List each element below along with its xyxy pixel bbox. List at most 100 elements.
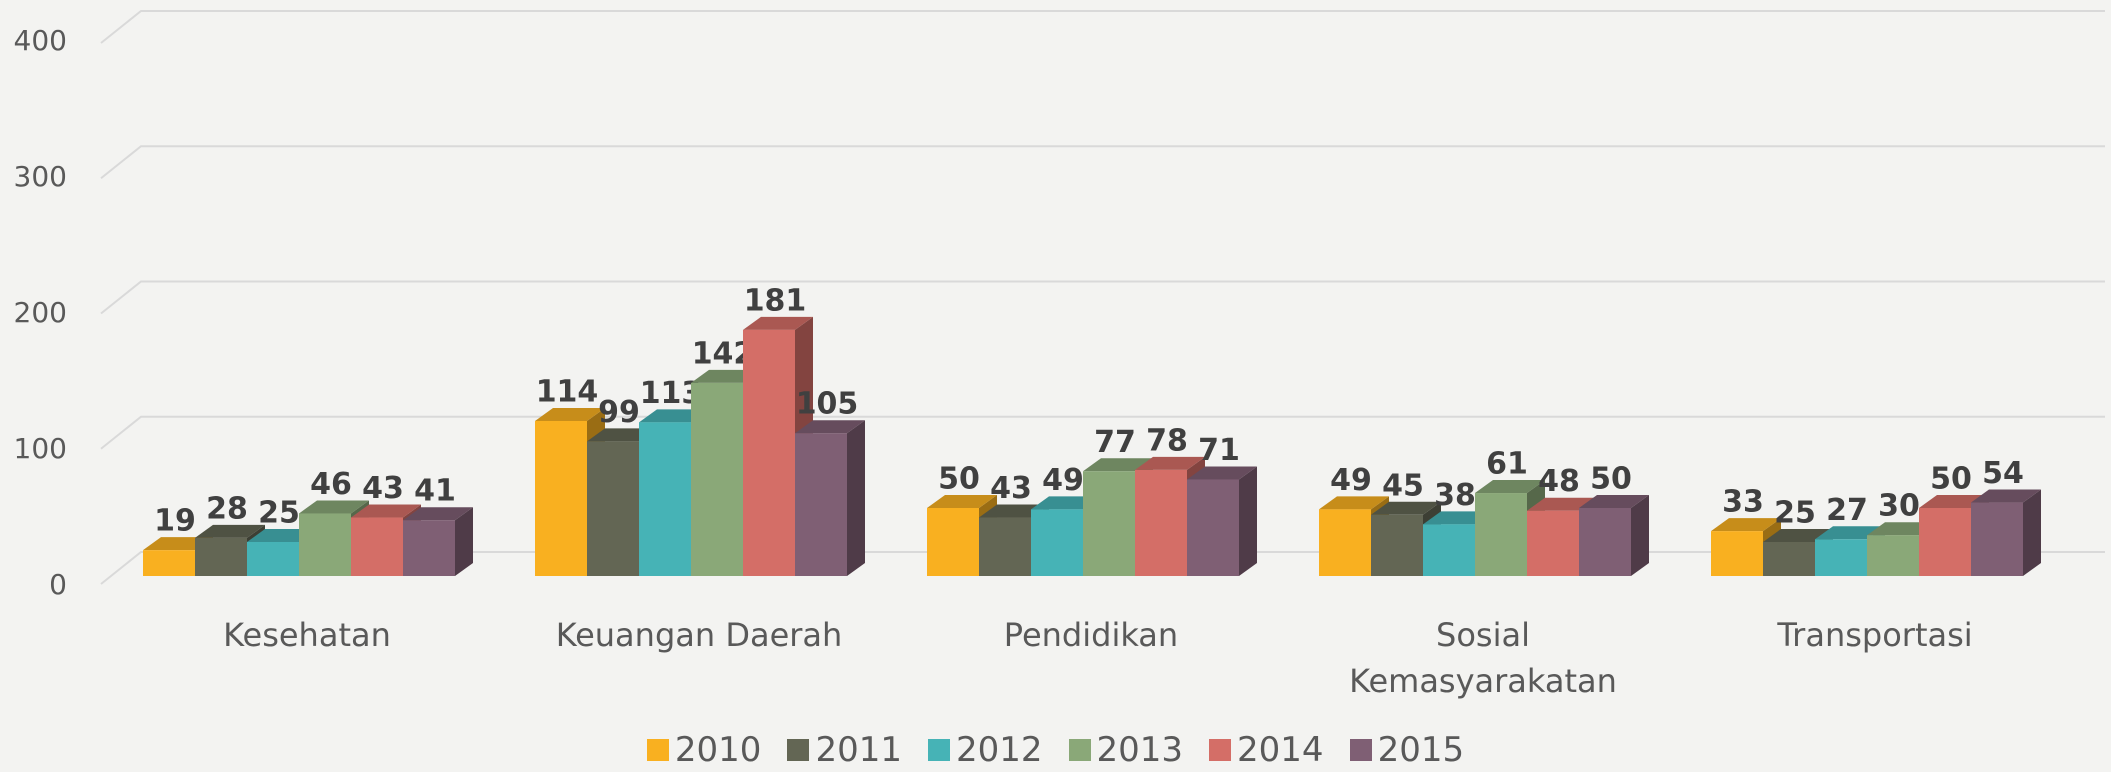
- value-label: 50: [1930, 462, 1972, 497]
- legend-item: 2012: [927, 730, 1043, 770]
- value-label: 54: [1982, 456, 2024, 491]
- bar: [1867, 535, 1919, 576]
- bar: [247, 542, 299, 576]
- grid-line: [100, 145, 2105, 180]
- legend-label: 2011: [815, 730, 902, 770]
- bar: [691, 382, 743, 576]
- value-label: 46: [310, 467, 352, 502]
- bar: [1815, 539, 1867, 576]
- value-label: 43: [990, 471, 1032, 506]
- bar-top: [795, 420, 865, 434]
- bar-side: [1239, 466, 1257, 576]
- legend-item: 2011: [787, 730, 902, 770]
- bar-top: [743, 316, 813, 330]
- bar-top: [1763, 529, 1833, 542]
- value-label: 28: [206, 491, 248, 526]
- bar: [535, 420, 587, 576]
- value-label: 25: [258, 496, 300, 531]
- legend-label: 2014: [1237, 730, 1324, 770]
- bar: [1527, 510, 1579, 576]
- bar-top: [403, 507, 473, 521]
- bar-top: [1475, 480, 1545, 494]
- bar: [1135, 469, 1187, 576]
- value-label: 105: [796, 387, 859, 422]
- value-label: 49: [1330, 463, 1372, 498]
- bar: [351, 517, 403, 576]
- bar: [1579, 508, 1631, 576]
- y-tick-label: 0: [49, 568, 67, 601]
- bar: [1319, 509, 1371, 576]
- bar: [927, 508, 979, 576]
- bar: [1371, 514, 1423, 576]
- value-label: 61: [1486, 447, 1528, 482]
- bar: [795, 433, 847, 576]
- bar-side: [1631, 495, 1649, 576]
- value-label: 49: [1042, 463, 1084, 498]
- bar: [1711, 531, 1763, 576]
- grid-line: [100, 415, 2105, 450]
- bar: [1083, 471, 1135, 576]
- bar: [403, 520, 455, 576]
- value-label: 77: [1094, 425, 1136, 460]
- value-label: 45: [1382, 468, 1424, 503]
- x-tick-label: Keuangan Daerah: [555, 616, 843, 654]
- bar-side: [455, 507, 473, 576]
- value-label: 181: [744, 283, 807, 318]
- legend-item: 2015: [1349, 730, 1465, 770]
- bar: [979, 517, 1031, 576]
- bar: [1423, 524, 1475, 576]
- grid-line: [100, 280, 2105, 315]
- legend-label: 2013: [1096, 730, 1184, 770]
- y-tick-label: 300: [14, 160, 67, 193]
- value-label: 114: [536, 374, 599, 409]
- legend-swatch: [1349, 739, 1372, 761]
- legend-swatch: [787, 739, 810, 761]
- x-tick-label: Transportasi: [1777, 616, 1973, 654]
- grid-line: [100, 10, 2105, 44]
- bar-top: [1371, 501, 1441, 515]
- bar-top: [535, 407, 605, 421]
- value-label: 50: [938, 462, 980, 497]
- value-label: 25: [1774, 496, 1816, 531]
- legend-item: 2013: [1068, 730, 1184, 770]
- bar-top: [1135, 456, 1205, 470]
- bar: [1187, 479, 1239, 576]
- bar-top: [1711, 518, 1781, 532]
- value-label: 78: [1146, 423, 1188, 458]
- bar-side: [847, 420, 865, 576]
- value-label: 41: [414, 474, 456, 509]
- value-label: 33: [1722, 485, 1764, 520]
- value-label: 43: [362, 471, 404, 506]
- legend-swatch: [1068, 739, 1091, 761]
- bar: [1971, 502, 2023, 576]
- value-label: 50: [1590, 462, 1632, 497]
- legend-item: 2014: [1209, 730, 1324, 770]
- legend-label: 2015: [1377, 730, 1465, 770]
- bar-top: [1187, 466, 1257, 480]
- y-tick-label: 400: [14, 24, 67, 57]
- legend-label: 2010: [674, 730, 762, 770]
- x-tick-label: Sosial Kemasyarakatan: [1349, 616, 1617, 700]
- x-tick-label: Kesehatan: [223, 616, 391, 654]
- bar: [1475, 493, 1527, 576]
- bar-top: [195, 524, 265, 538]
- x-tick-label: Pendidikan: [1003, 616, 1179, 654]
- value-label: 48: [1538, 464, 1580, 499]
- legend-swatch: [646, 739, 669, 761]
- y-tick-label: 200: [14, 296, 67, 329]
- bar: [299, 513, 351, 576]
- bar: [587, 441, 639, 576]
- value-label: 30: [1878, 489, 1920, 524]
- bar-top: [927, 495, 997, 508]
- legend-label: 2012: [955, 730, 1043, 770]
- bar-top: [1083, 458, 1153, 472]
- bar: [639, 422, 691, 576]
- legend: 2010 2011 2012 2013 2014 2015: [0, 730, 2111, 770]
- bar-side: [2023, 489, 2041, 576]
- bar-top: [1971, 489, 2041, 503]
- legend-swatch: [927, 739, 950, 761]
- bar-top: [1579, 495, 1649, 508]
- value-label: 27: [1826, 493, 1868, 528]
- value-label: 19: [154, 504, 196, 539]
